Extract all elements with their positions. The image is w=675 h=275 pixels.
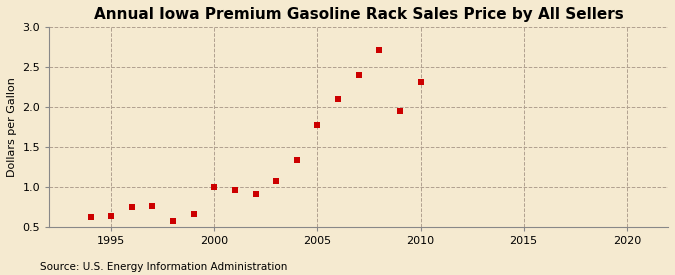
Point [209,185,219,189]
Point [415,79,426,84]
Point [271,179,281,184]
Point [374,48,385,52]
Point [126,205,137,209]
Point [147,204,158,208]
Point [188,212,199,216]
Point [333,97,344,101]
Point [106,214,117,218]
Point [167,218,178,223]
Y-axis label: Dollars per Gallon: Dollars per Gallon [7,77,17,177]
Title: Annual Iowa Premium Gasoline Rack Sales Price by All Sellers: Annual Iowa Premium Gasoline Rack Sales … [94,7,624,22]
Point [85,214,96,219]
Point [230,188,240,192]
Point [292,158,302,162]
Point [312,123,323,127]
Point [353,73,364,78]
Point [394,109,405,113]
Point [250,192,261,196]
Text: Source: U.S. Energy Information Administration: Source: U.S. Energy Information Administ… [40,262,288,272]
